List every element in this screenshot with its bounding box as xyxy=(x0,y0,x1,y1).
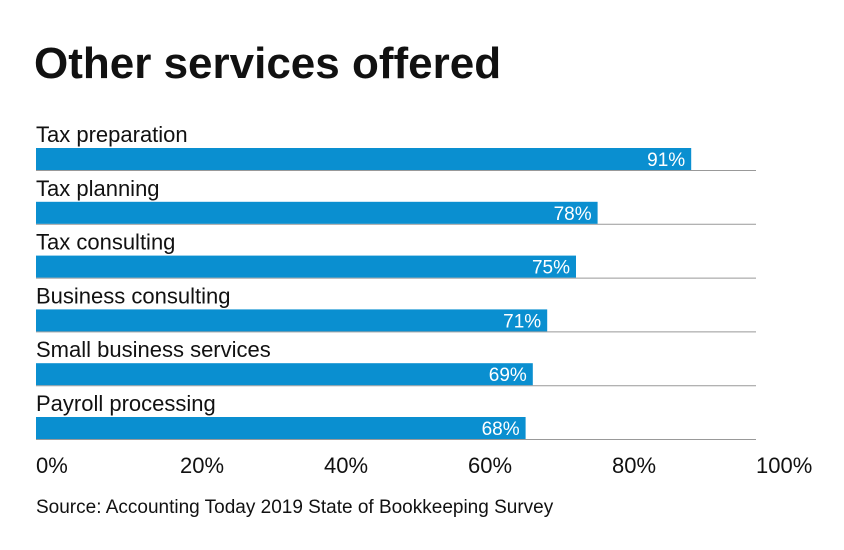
bar xyxy=(36,148,692,170)
category-label: Tax consulting xyxy=(36,230,175,255)
bar xyxy=(36,309,548,332)
x-tick-label: 40% xyxy=(324,453,368,478)
category-label: Business consulting xyxy=(36,283,230,308)
value-label: 91% xyxy=(647,150,685,171)
bar xyxy=(36,255,576,278)
value-label: 78% xyxy=(554,204,592,225)
x-tick-label: 100% xyxy=(756,453,812,478)
x-tick-label: 60% xyxy=(468,453,512,478)
category-label: Tax preparation xyxy=(36,122,188,147)
value-label: 69% xyxy=(489,365,527,386)
value-label: 75% xyxy=(532,258,570,279)
x-tick-label: 80% xyxy=(612,453,656,478)
value-label: 71% xyxy=(503,311,541,332)
x-tick-label: 0% xyxy=(36,453,68,478)
chart-title: Other services offered xyxy=(34,39,501,88)
category-label: Small business services xyxy=(36,337,271,362)
category-label: Payroll processing xyxy=(36,391,216,416)
bar xyxy=(36,201,598,224)
source-note: Source: Accounting Today 2019 State of B… xyxy=(36,497,554,518)
bar xyxy=(36,417,526,439)
x-tick-label: 20% xyxy=(180,453,224,478)
bar xyxy=(36,363,533,386)
category-label: Tax planning xyxy=(36,176,160,201)
value-label: 68% xyxy=(482,419,520,440)
